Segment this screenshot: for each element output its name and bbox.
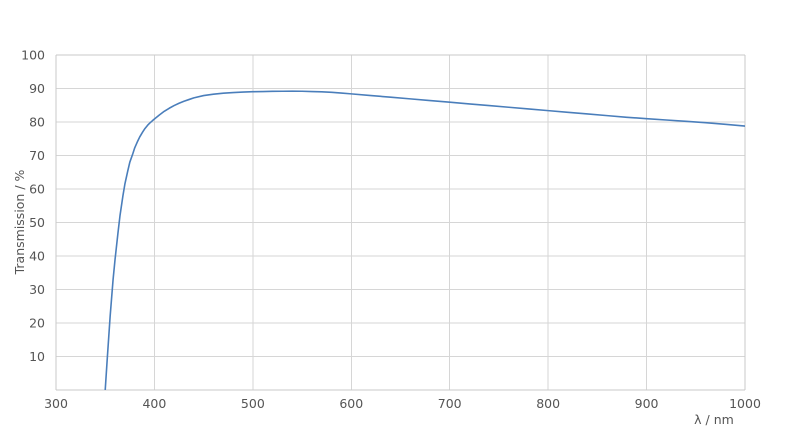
y-tick-label-70: 70 [29, 148, 45, 163]
x-tick-label-300: 300 [44, 396, 68, 411]
x-tick-label-500: 500 [241, 396, 265, 411]
y-tick-label-10: 10 [29, 349, 45, 364]
x-tick-label-800: 800 [536, 396, 560, 411]
y-tick-label-60: 60 [29, 182, 45, 197]
y-tick-label-80: 80 [29, 115, 45, 130]
data-curve-0 [104, 90, 745, 390]
y-tick-label-50: 50 [29, 215, 45, 230]
y-tick-label-30: 30 [29, 282, 45, 297]
y-tick-label-20: 20 [29, 316, 45, 331]
x-tick-label-600: 600 [339, 396, 363, 411]
y-axis-title: Transmission / % [12, 169, 27, 275]
x-axis-title: λ / nm [694, 412, 734, 427]
x-tick-label-900: 900 [635, 396, 659, 411]
x-tick-label-700: 700 [438, 396, 462, 411]
y-tick-label-100: 100 [21, 48, 45, 63]
y-axis-tick-labels: 10 20 30 40 50 60 70 80 90 100 [21, 48, 45, 365]
y-tick-label-40: 40 [29, 249, 45, 264]
vertical-gridlines [153, 55, 648, 390]
x-axis-tick-labels: 300 400 500 600 700 800 900 1000 [44, 396, 761, 411]
x-tick-label-400: 400 [142, 396, 166, 411]
x-tick-label-1000: 1000 [729, 396, 761, 411]
plot-frame [55, 54, 746, 391]
y-tick-label-90: 90 [29, 81, 45, 96]
data-series-group [104, 90, 745, 390]
